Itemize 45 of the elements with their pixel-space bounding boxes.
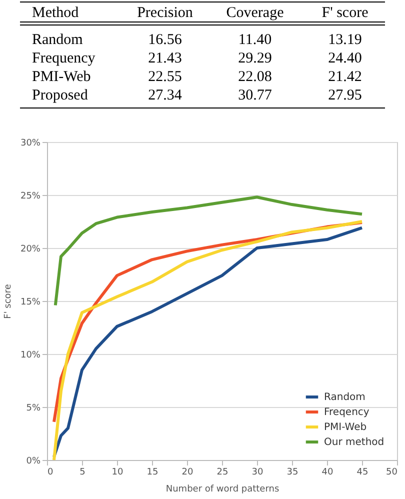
legend-label: Freqency <box>324 407 370 418</box>
x-tick-label: 5 <box>80 468 86 478</box>
x-tick-label: 30 <box>252 468 264 478</box>
text: 27.95 <box>328 88 362 104</box>
x-tick-label: 50 <box>386 468 398 478</box>
y-tick-label: 0% <box>26 456 41 466</box>
x-tick-label: 35 <box>286 468 298 478</box>
text: 11.40 <box>238 32 272 48</box>
legend-label: Random <box>324 392 366 403</box>
text: 22.55 <box>148 69 182 85</box>
y-tick-label: 10% <box>20 350 41 360</box>
legend-label: PMI-Web <box>324 422 367 433</box>
text: 21.42 <box>328 69 362 85</box>
text: 16.56 <box>148 32 182 48</box>
category-label: Coverage <box>226 5 284 21</box>
x-tick-label: 25 <box>216 468 228 478</box>
legend-label: Our method <box>324 437 384 448</box>
y-tick-label: 20% <box>20 244 41 254</box>
category-label: Random <box>32 32 83 48</box>
y-tick-label: 5% <box>26 404 41 414</box>
text: 24.40 <box>328 50 362 66</box>
text: 29.29 <box>238 50 272 66</box>
category-label: PMI-Web <box>32 69 91 85</box>
text: 22.08 <box>238 69 272 85</box>
line-series <box>54 196 364 307</box>
x-tick-label: 40 <box>322 468 334 478</box>
y-tick-label: 25% <box>20 192 41 202</box>
x-tick-label: 15 <box>146 468 158 478</box>
text: Method <box>32 5 80 21</box>
text: 21.43 <box>148 50 182 66</box>
x-tick-label: 0 <box>48 468 54 478</box>
category-label: Precision <box>137 5 194 21</box>
x-axis-title: Number of word patterns <box>166 484 280 494</box>
x-tick-label: 45 <box>356 468 368 478</box>
y-axis-title: F' score <box>3 284 14 319</box>
text: 30.77 <box>238 88 272 104</box>
text: 13.19 <box>328 32 362 48</box>
category-label: Frequency <box>32 50 96 66</box>
y-tick-label: 30% <box>20 138 41 148</box>
y-tick-label: 15% <box>20 298 41 308</box>
x-tick-label: 20 <box>182 468 194 478</box>
category-label: Proposed <box>32 88 88 104</box>
x-tick-label: 10 <box>112 468 124 478</box>
category-label: F' score <box>322 5 369 21</box>
text: 27.34 <box>148 88 182 104</box>
